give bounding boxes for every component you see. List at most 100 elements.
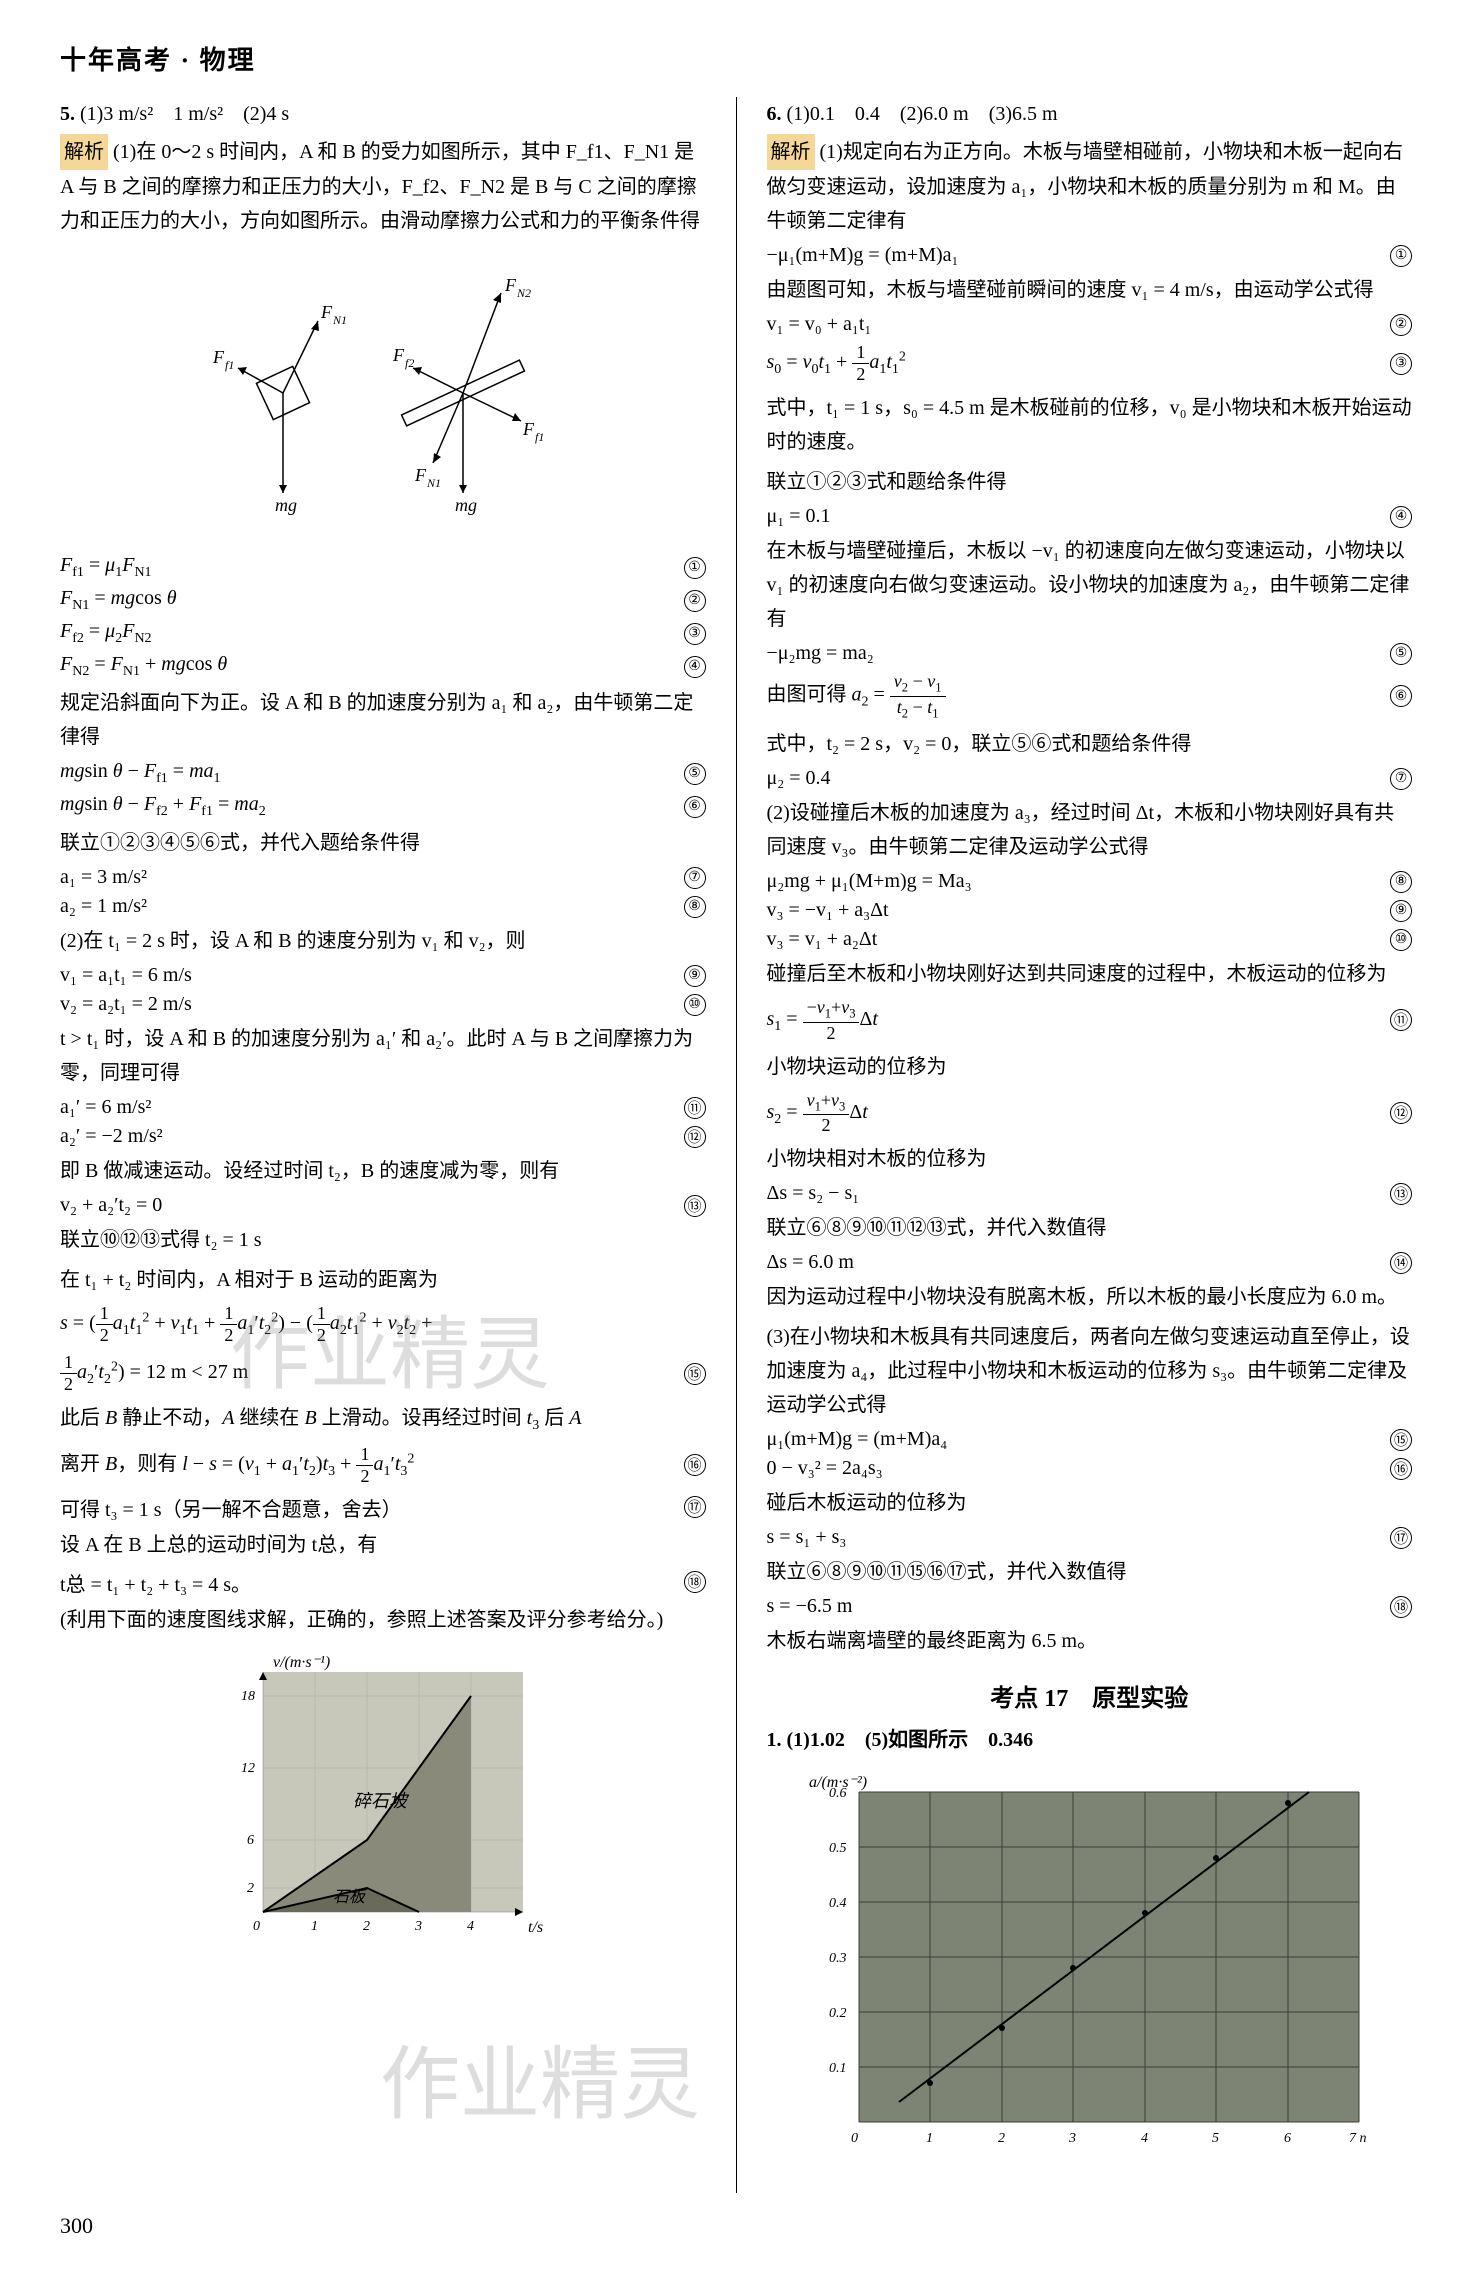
q5-p9: 此后 B 静止不动，A 继续在 B 上滑动。设再经过时间 t3 后 A bbox=[60, 1401, 706, 1438]
book-title: 十年高考 · 物理 bbox=[60, 40, 1412, 77]
q6-p7: (2)设碰撞后木板的加速度为 a₃，经过时间 Δt，木板和小物块刚好具有共同速度… bbox=[767, 796, 1413, 864]
q6-p14: 碰后木板运动的位移为 bbox=[767, 1486, 1413, 1520]
right-column: 6. (1)0.1 0.4 (2)6.0 m (3)6.5 m 解析 (1)规定… bbox=[767, 97, 1413, 2193]
column-divider bbox=[736, 97, 737, 2193]
q6-p6: 式中，t₂ = 2 s，v₂ = 0，联立⑤⑥式和题给条件得 bbox=[767, 727, 1413, 761]
svg-text:F: F bbox=[414, 465, 427, 485]
r-eq2: v₁ = v₀ + a₁t₁② bbox=[767, 313, 1413, 336]
q5-num: 5. bbox=[60, 103, 75, 125]
svg-text:4: 4 bbox=[1141, 2131, 1148, 2146]
eq15b: 12a2′t22) = 12 m < 27 m ⑮ bbox=[60, 1352, 706, 1395]
r-eq14: Δs = 6.0 m⑭ bbox=[767, 1251, 1413, 1274]
q6-p2: 由题图可知，木板与墙壁碰前瞬间的速度 v₁ = 4 m/s，由运动学公式得 bbox=[767, 273, 1413, 307]
q5-p12: (利用下面的速度图线求解，正确的，参照上述答案及评分参考给分。) bbox=[60, 1603, 706, 1637]
r-eq17: s = s₁ + s₃⑰ bbox=[767, 1526, 1413, 1549]
svg-text:石板: 石板 bbox=[333, 1888, 367, 1906]
svg-text:mg: mg bbox=[275, 495, 297, 515]
svg-text:1: 1 bbox=[926, 2131, 933, 2146]
q5-p7: 联立⑩⑫⑬式得 t₂ = 1 s bbox=[60, 1223, 706, 1257]
eq15: s = (12a1t12 + v1t1 + 12a1′t22) − (12a2t… bbox=[60, 1303, 706, 1346]
eq8: a₂ = 1 m/s²⑧ bbox=[60, 895, 706, 918]
q6-p4: 联立①②③式和题给条件得 bbox=[767, 465, 1413, 499]
svg-text:N1: N1 bbox=[332, 313, 347, 327]
svg-text:2: 2 bbox=[998, 2131, 1005, 2146]
svg-text:3: 3 bbox=[414, 1919, 422, 1934]
q6-p12: 因为运动过程中小物块没有脱离木板，所以木板的最小长度应为 6.0 m。 bbox=[767, 1280, 1413, 1314]
svg-text:F: F bbox=[320, 302, 333, 322]
r-eq13: Δs = s₂ − s₁⑬ bbox=[767, 1182, 1413, 1205]
eq5: mgsin θ − Ff1 = ma1⑤ bbox=[60, 760, 706, 787]
svg-text:6: 6 bbox=[247, 1833, 254, 1848]
r-eq9: v₃ = −v₁ + a₃Δt⑨ bbox=[767, 899, 1413, 922]
eq10: v₂ = a₂t₁ = 2 m/s⑩ bbox=[60, 993, 706, 1016]
svg-text:F: F bbox=[522, 419, 535, 439]
q5-answers: (1)3 m/s² 1 m/s² (2)4 s bbox=[80, 103, 289, 125]
q5-p6: 即 B 做减速运动。设经过时间 t₂，B 的速度减为零，则有 bbox=[60, 1154, 706, 1188]
q6-p5: 在木板与墙壁碰撞后，木板以 −v₁ 的初速度向左做匀变速运动，小物块以 v₁ 的… bbox=[767, 534, 1413, 636]
svg-text:F: F bbox=[504, 275, 517, 295]
q5-p4: (2)在 t₁ = 2 s 时，设 A 和 B 的速度分别为 v₁ 和 v₂，则 bbox=[60, 924, 706, 958]
svg-text:f1: f1 bbox=[225, 358, 234, 372]
r-eq18: s = −6.5 m⑱ bbox=[767, 1595, 1413, 1618]
eq13: v₂ + a₂′t₂ = 0⑬ bbox=[60, 1194, 706, 1217]
r-eq6: 由图可得 a2 = v2 − v1t2 − t1⑥ bbox=[767, 671, 1413, 721]
r-eq10: v₃ = v₁ + a₂Δt⑩ bbox=[767, 928, 1413, 951]
q6-p8: 碰撞后至木板和小物块刚好达到共同速度的过程中，木板运动的位移为 bbox=[767, 957, 1413, 991]
r-eq8: μ₂mg + μ₁(M+m)g = Ma₃⑧ bbox=[767, 870, 1413, 893]
analysis-label: 解析 bbox=[60, 134, 108, 170]
svg-text:碎石坡: 碎石坡 bbox=[353, 1791, 410, 1811]
q5-analysis: 解析 (1)在 0～2 s 时间内，A 和 B 的受力如图所示，其中 F_f1、… bbox=[60, 134, 706, 238]
svg-text:0.2: 0.2 bbox=[829, 2006, 847, 2021]
svg-text:4: 4 bbox=[467, 1919, 474, 1934]
content-columns: 5. (1)3 m/s² 1 m/s² (2)4 s 解析 (1)在 0～2 s… bbox=[60, 97, 1412, 2193]
r-eq16: 0 − v₃² = 2a₄s₃⑯ bbox=[767, 1457, 1413, 1480]
svg-text:0.4: 0.4 bbox=[829, 1896, 847, 1911]
svg-text:1: 1 bbox=[311, 1919, 318, 1934]
q6-num: 6. bbox=[767, 103, 782, 125]
eq9: v₁ = a₁t₁ = 6 m/s⑨ bbox=[60, 964, 706, 987]
q6-p11: 联立⑥⑧⑨⑩⑪⑫⑬式，并代入数值得 bbox=[767, 1211, 1413, 1245]
svg-text:0: 0 bbox=[253, 1919, 260, 1934]
q5-p1: (1)在 0～2 s 时间内，A 和 B 的受力如图所示，其中 F_f1、F_N… bbox=[60, 141, 700, 232]
svg-text:N2: N2 bbox=[516, 286, 531, 300]
section-title-17: 考点 17 原型实验 bbox=[767, 1678, 1413, 1713]
eq12: a₂′ = −2 m/s²⑫ bbox=[60, 1125, 706, 1148]
r-eq11: s1 = −v1+v32Δt⑪ bbox=[767, 997, 1413, 1044]
svg-text:5: 5 bbox=[1212, 2131, 1219, 2146]
svg-text:0.5: 0.5 bbox=[829, 1841, 847, 1856]
q5-p5: t > t₁ 时，设 A 和 B 的加速度分别为 a₁′ 和 a₂′。此时 A … bbox=[60, 1022, 706, 1090]
r-eq4: μ₁ = 0.1④ bbox=[767, 505, 1413, 528]
acceleration-chart: a/(m·s⁻²) 0.1 0.2 0.3 0.4 0.5 0.6 0 1 2 … bbox=[767, 1772, 1413, 2178]
svg-text:v/(m·s⁻¹): v/(m·s⁻¹) bbox=[273, 1654, 330, 1671]
analysis-label-2: 解析 bbox=[767, 134, 815, 170]
eq7: a₁ = 3 m/s²⑦ bbox=[60, 866, 706, 889]
q6-p13: (3)在小物块和木板具有共同速度后，两者向左做匀变速运动直至停止，设加速度为 a… bbox=[767, 1320, 1413, 1422]
q5-p11: 设 A 在 B 上总的运动时间为 t总，有 bbox=[60, 1528, 706, 1562]
q6-p9: 小物块运动的位移为 bbox=[767, 1050, 1413, 1084]
q6-p15: 联立⑥⑧⑨⑩⑪⑮⑯⑰式，并代入数值得 bbox=[767, 1555, 1413, 1589]
r-eq5: −μ₂mg = ma₂⑤ bbox=[767, 642, 1413, 665]
svg-text:0.6: 0.6 bbox=[829, 1786, 847, 1801]
q6-p10: 小物块相对木板的位移为 bbox=[767, 1142, 1413, 1176]
svg-text:F: F bbox=[392, 345, 405, 365]
q5-p2: 规定沿斜面向下为正。设 A 和 B 的加速度分别为 a₁ 和 a₂，由牛顿第二定… bbox=[60, 686, 706, 754]
q5-p3: 联立①②③④⑤⑥式，并代入题给条件得 bbox=[60, 826, 706, 860]
svg-text:2: 2 bbox=[247, 1881, 254, 1896]
left-column: 5. (1)3 m/s² 1 m/s² (2)4 s 解析 (1)在 0～2 s… bbox=[60, 97, 706, 2193]
r-eq12: s2 = v1+v32Δt⑫ bbox=[767, 1090, 1413, 1137]
eq3: Ff2 = μ2FN2③ bbox=[60, 620, 706, 647]
svg-text:t/s: t/s bbox=[528, 1919, 543, 1936]
eq11: a₁′ = 6 m/s²⑪ bbox=[60, 1096, 706, 1119]
eq17: 可得 t₃ = 1 s（另一解不合题意，舍去）⑰ bbox=[60, 1493, 706, 1522]
q6-answers: (1)0.1 0.4 (2)6.0 m (3)6.5 m bbox=[787, 103, 1058, 125]
q6-p3: 式中，t₁ = 1 s，s₀ = 4.5 m 是木板碰前的位移，v₀ 是小物块和… bbox=[767, 391, 1413, 459]
eq18: t总 = t₁ + t₂ + t₃ = 4 s。⑱ bbox=[60, 1568, 706, 1597]
page-number: 300 bbox=[60, 2213, 1412, 2239]
eq2: FN1 = mgcos θ② bbox=[60, 587, 706, 614]
r-eq3: s0 = v0t1 + 12a1t12③ bbox=[767, 342, 1413, 385]
q6-p16: 木板右端离墙壁的最终距离为 6.5 m。 bbox=[767, 1624, 1413, 1658]
svg-text:18: 18 bbox=[241, 1689, 255, 1704]
q6-p1: (1)规定向右为正方向。木板与墙壁相碰前，小物块和木板一起向右做匀变速运动，设加… bbox=[767, 141, 1403, 232]
r-eq15: μ₁(m+M)g = (m+M)a₄⑮ bbox=[767, 1428, 1413, 1451]
force-diagram: mg Ff1 FN1 mg FN2 FN1 bbox=[60, 253, 706, 539]
